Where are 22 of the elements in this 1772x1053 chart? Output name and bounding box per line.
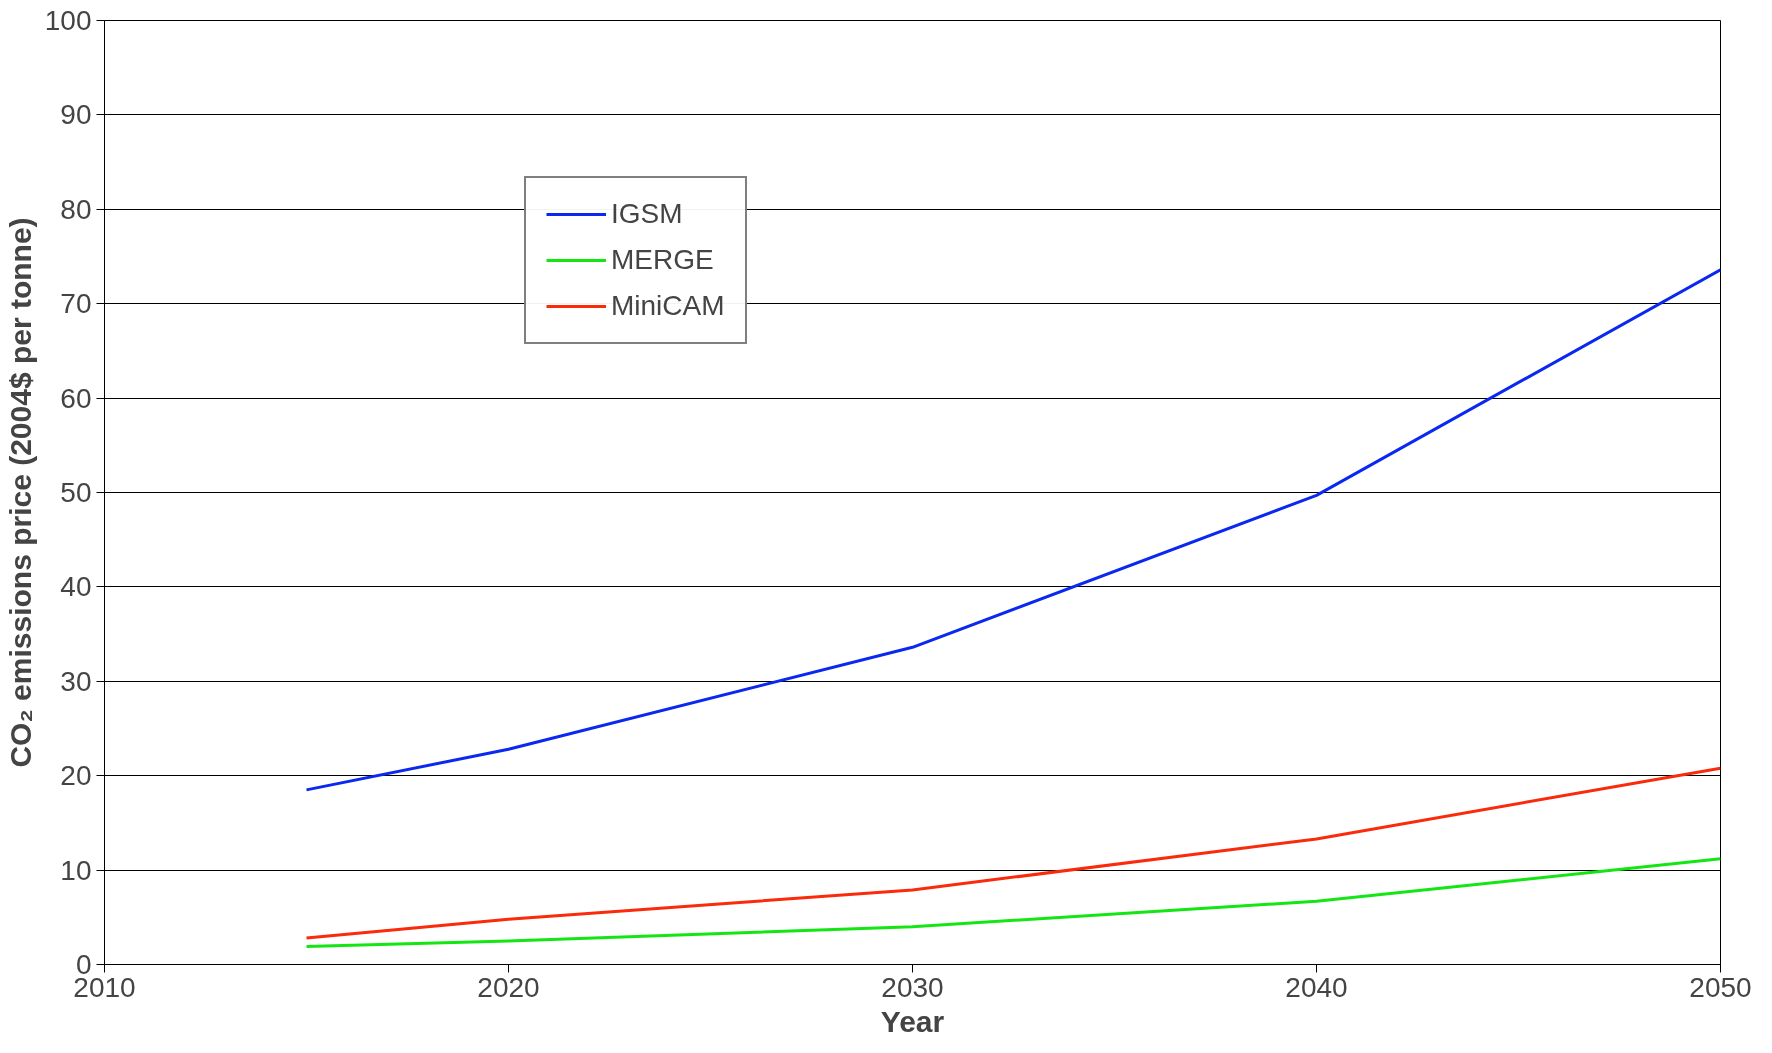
y-tick-label: 30 — [60, 665, 92, 697]
y-tick-label: 80 — [60, 193, 92, 225]
x-tick-label: 2020 — [477, 971, 540, 1003]
y-tick-label: 70 — [60, 288, 92, 320]
legend-label: MERGE — [611, 244, 714, 276]
line-series — [305, 766, 1721, 940]
y-tick-label: 10 — [60, 854, 92, 886]
legend-label: IGSM — [611, 198, 683, 230]
x-axis-title: Year — [880, 1004, 945, 1038]
y-tick-label: 20 — [60, 760, 92, 792]
y-tick-label: 90 — [60, 99, 92, 131]
y-tick-label: 60 — [60, 382, 92, 414]
x-tick-label: 2040 — [1285, 971, 1348, 1003]
y-axis-title: CO₂ emissions price (2004$ per tonne) — [3, 217, 37, 768]
line-series — [305, 268, 1721, 792]
legend-label: MiniCAM — [611, 290, 725, 322]
x-tick-label: 2030 — [881, 971, 944, 1003]
y-tick-label: 100 — [44, 5, 92, 36]
x-tick-label: 2050 — [1689, 971, 1752, 1003]
y-tick-label: 50 — [60, 477, 92, 508]
y-tick-label: 40 — [60, 571, 92, 603]
line-series — [305, 857, 1721, 949]
